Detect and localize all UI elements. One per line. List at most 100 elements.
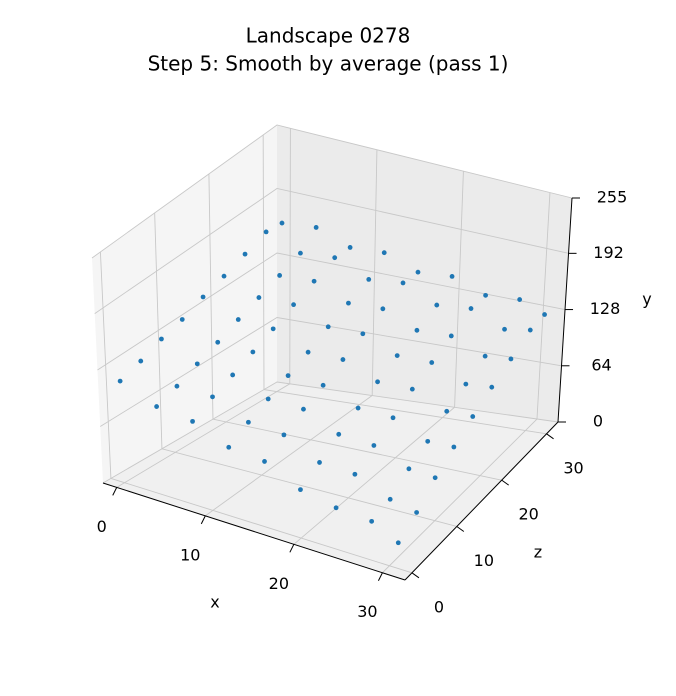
data-point <box>281 432 287 438</box>
data-point <box>482 353 488 359</box>
data-point <box>154 404 160 409</box>
data-point <box>387 496 393 502</box>
data-point <box>336 431 342 437</box>
data-point <box>230 372 236 378</box>
data-point <box>400 280 406 286</box>
data-point <box>285 373 291 379</box>
x-axis-label: x <box>210 593 219 612</box>
data-point <box>117 378 123 384</box>
grid-line <box>94 188 569 314</box>
data-point <box>190 418 195 424</box>
data-point <box>265 396 271 402</box>
data-point <box>380 306 386 312</box>
data-point <box>279 220 285 226</box>
data-point <box>200 294 206 300</box>
x-tick-label: 10 <box>180 545 200 564</box>
data-point <box>483 292 488 298</box>
data-point <box>347 245 353 250</box>
data-point <box>159 336 164 342</box>
data-point <box>298 250 303 256</box>
z-tick-label: 20 <box>519 505 539 524</box>
tick-mark <box>456 526 465 532</box>
data-point <box>375 379 380 385</box>
data-point <box>346 300 351 306</box>
data-point <box>463 381 469 387</box>
data-point <box>517 297 523 302</box>
data-point <box>434 302 440 308</box>
data-point <box>270 326 276 332</box>
data-point <box>406 466 412 472</box>
data-point <box>432 475 438 481</box>
grid-line <box>100 317 562 427</box>
grid-line <box>97 252 566 371</box>
data-point <box>320 382 326 388</box>
data-point <box>360 331 366 337</box>
data-point <box>425 438 431 444</box>
side-pane <box>92 125 277 483</box>
data-point <box>277 273 283 278</box>
data-point <box>317 460 322 465</box>
data-point <box>210 394 215 400</box>
data-point <box>542 312 547 317</box>
data-point <box>429 360 435 365</box>
x-tick-label: 0 <box>97 517 107 536</box>
data-point <box>215 339 221 345</box>
floor-pane <box>103 382 558 580</box>
data-point <box>301 406 306 412</box>
y-axis-line <box>557 197 573 423</box>
data-point <box>174 383 180 389</box>
data-point <box>325 324 331 330</box>
z-tick-label: 10 <box>474 551 494 570</box>
data-point <box>305 349 311 355</box>
data-point <box>395 540 401 546</box>
grid-line <box>102 381 559 484</box>
data-point <box>138 358 144 364</box>
data-point <box>502 326 507 332</box>
data-point <box>414 510 420 515</box>
data-point <box>262 459 267 464</box>
data-point <box>226 444 232 450</box>
data-point <box>291 302 296 308</box>
data-point <box>313 225 319 230</box>
data-point <box>194 361 200 367</box>
data-point <box>449 274 455 279</box>
data-point <box>489 384 495 390</box>
data-point <box>242 251 248 257</box>
data-point <box>444 408 450 414</box>
data-point <box>451 444 457 450</box>
tick-mark <box>546 433 554 440</box>
data-point <box>414 327 420 333</box>
chart-subtitle: Step 5: Smooth by average (pass 1) <box>148 52 509 76</box>
data-point <box>332 255 338 261</box>
tick-mark <box>289 544 295 553</box>
data-point <box>415 269 421 275</box>
data-point <box>527 327 533 333</box>
y-axis-label: y <box>642 290 651 309</box>
tick-mark <box>501 479 509 486</box>
back-pane <box>277 125 572 422</box>
data-point <box>394 353 400 359</box>
grid-line <box>91 124 573 259</box>
data-point <box>311 278 317 284</box>
data-point <box>448 333 454 339</box>
y-tick-label: 255 <box>597 188 628 207</box>
data-point <box>381 250 387 256</box>
x-tick-label: 30 <box>357 602 377 621</box>
data-point <box>470 414 476 419</box>
data-point <box>221 273 227 279</box>
tick-mark <box>112 487 118 496</box>
y-tick-label: 128 <box>590 299 621 318</box>
x-axis-line <box>102 482 406 581</box>
data-point <box>250 349 256 355</box>
y-tick-label: 192 <box>593 243 624 262</box>
data-point <box>355 405 361 411</box>
y-tick-label: 0 <box>593 412 603 431</box>
tick-mark <box>200 515 206 525</box>
data-point <box>409 386 415 392</box>
data-point <box>352 471 358 477</box>
data-point <box>245 419 251 425</box>
data-point <box>390 415 396 421</box>
data-point <box>468 306 474 311</box>
